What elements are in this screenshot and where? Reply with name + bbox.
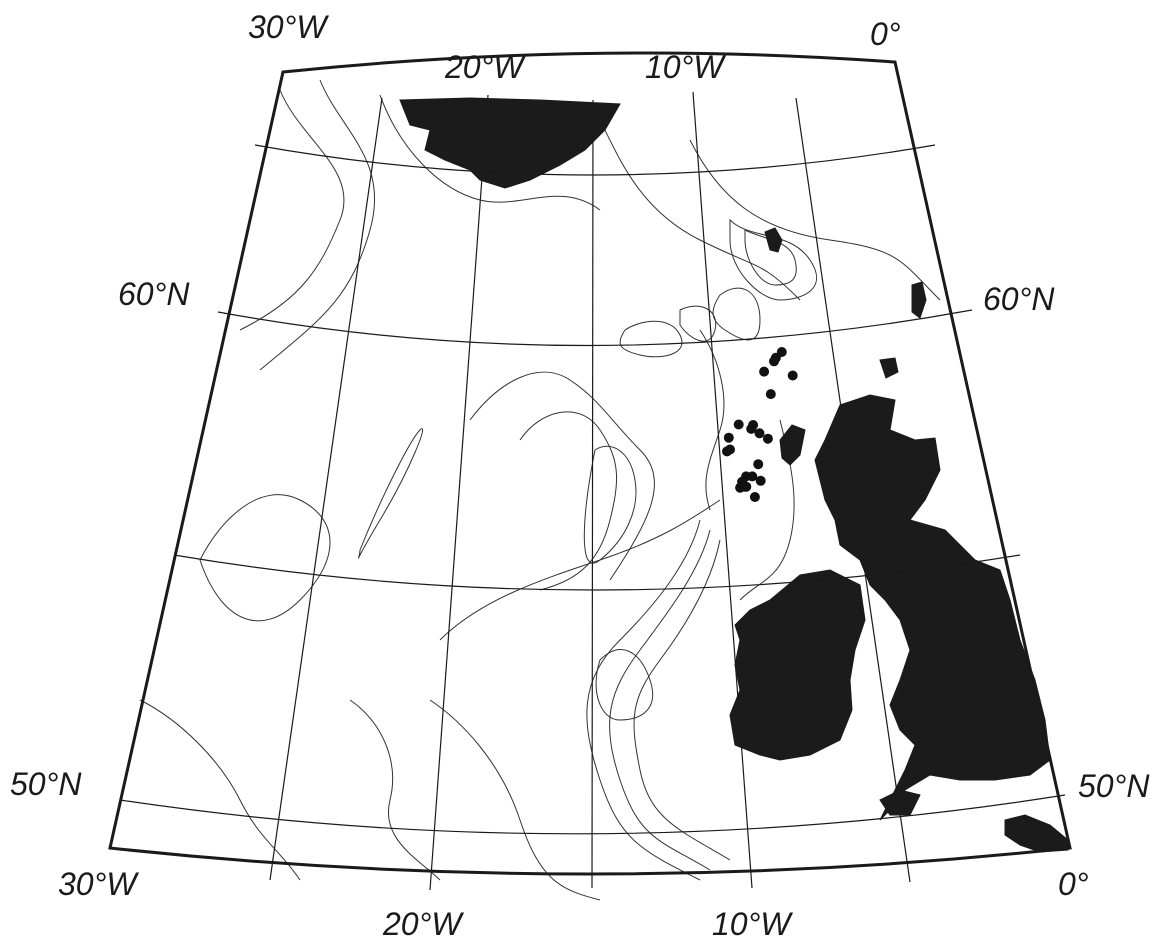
shetland-islands (911, 281, 927, 319)
scotland-landmass (814, 394, 1051, 821)
lat-line-65n-approx (254, 144, 936, 176)
station-marker (746, 423, 757, 434)
top-lon-label-10w: 10°W (645, 49, 726, 85)
bathymetry-contours (139, 79, 941, 901)
lat-line-55n (173, 554, 1021, 591)
lat-line-50n (119, 794, 1066, 835)
station-marker (749, 492, 760, 502)
faroe-islands (764, 227, 783, 253)
land-masses (399, 97, 1069, 853)
bottom-lon-label-20w: 20°W (382, 906, 464, 942)
station-marker (755, 475, 766, 486)
station-marker (759, 366, 770, 377)
bottom-lon-label-30w: 30°W (58, 866, 139, 902)
station-marker (754, 428, 765, 439)
left-lat-label-60n: 60°N (118, 276, 190, 312)
iceland-landmass (399, 97, 621, 189)
lon-line-15w (591, 99, 594, 889)
lon-line-25w (269, 97, 383, 881)
station-marker (723, 432, 734, 443)
station-marker (753, 459, 764, 470)
top-lon-label-20w: 20°W (444, 49, 526, 85)
station-marker (787, 370, 798, 381)
map-labels: 30°W 20°W 10°W 0° 30°W 20°W 10°W 0° 60°N… (10, 9, 1150, 942)
right-lat-label-50n: 50°N (1078, 768, 1150, 804)
lon-line-20w (429, 94, 489, 891)
outer-hebrides (779, 424, 806, 466)
top-lon-label-30w: 30°W (248, 9, 329, 45)
left-lat-label-50n: 50°N (10, 766, 82, 802)
station-marker (725, 444, 735, 455)
map-frame (108, 51, 1072, 876)
station-marker (739, 481, 750, 492)
station-marker (762, 433, 773, 444)
brittany-landmass (1004, 814, 1069, 853)
station-marker (769, 356, 779, 367)
orkney-islands (879, 357, 899, 379)
station-marker (765, 389, 776, 400)
station-markers (722, 347, 798, 502)
station-marker (733, 419, 744, 430)
top-lon-label-0: 0° (870, 16, 901, 52)
lat-line-60n (217, 309, 973, 347)
lon-line-10w (692, 91, 753, 889)
right-lat-label-60n: 60°N (983, 281, 1055, 317)
bottom-lon-label-10w: 10°W (712, 906, 793, 942)
graticule (119, 91, 1066, 891)
lon-line-5w (795, 97, 911, 883)
bottom-lon-label-0: 0° (1058, 866, 1089, 902)
ireland-landmass (729, 569, 866, 761)
